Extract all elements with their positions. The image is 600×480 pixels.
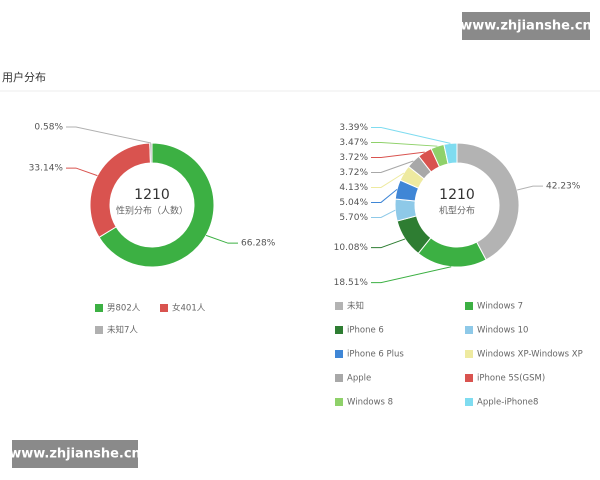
center-value: 1210 — [134, 187, 170, 203]
legend-swatch — [95, 326, 103, 334]
leader-line — [371, 238, 406, 249]
center-label: 机型分布 — [439, 205, 475, 217]
legend-label: Windows 10 — [477, 326, 528, 336]
slice-label: 33.14% — [29, 164, 64, 174]
leader-line — [371, 209, 396, 218]
leader-line — [66, 126, 151, 144]
legend-swatch — [335, 350, 343, 358]
legend-swatch — [335, 374, 343, 382]
section-title: 用户分布 — [2, 70, 46, 84]
legend-label: iPhone 5S(GSM) — [477, 374, 545, 384]
leader-line — [517, 185, 543, 191]
donut-slice — [443, 142, 458, 165]
slice-label: 42.23% — [546, 182, 581, 192]
leader-line — [371, 266, 452, 284]
slice-label: 3.72% — [339, 153, 368, 163]
slice-label: 3.47% — [339, 138, 368, 148]
slice-label: 4.13% — [339, 183, 368, 193]
legend-label: Windows 7 — [477, 302, 523, 312]
leader-line — [205, 234, 238, 244]
slice-label: 5.70% — [339, 213, 368, 223]
legend-swatch — [335, 302, 343, 310]
legend-swatch — [335, 398, 343, 406]
legend-label: Windows XP-Windows XP — [477, 350, 583, 360]
leader-line — [371, 151, 425, 158]
legend-label: 未知7人 — [107, 325, 138, 336]
leader-line — [371, 160, 414, 173]
leader-line — [371, 189, 398, 203]
watermark-box — [12, 440, 138, 468]
legend-swatch — [160, 304, 168, 312]
center-label: 性别分布（人数） — [116, 205, 188, 217]
legend-swatch — [465, 398, 473, 406]
center-value: 1210 — [439, 187, 475, 203]
slice-label: 5.04% — [339, 198, 368, 208]
legend-label: iPhone 6 — [347, 326, 384, 336]
leader-line — [371, 126, 451, 144]
legend-label: Apple-iPhone8 — [477, 398, 538, 408]
watermark-box — [462, 12, 590, 40]
donut-slice — [98, 142, 215, 268]
legend-swatch — [95, 304, 103, 312]
legend-label: Apple — [347, 374, 371, 384]
legend-swatch — [465, 326, 473, 334]
legend-label: 未知 — [347, 301, 364, 312]
donut-slice — [149, 142, 153, 164]
slice-label: 18.51% — [334, 278, 369, 288]
leader-line — [371, 172, 405, 188]
legend-swatch — [465, 374, 473, 382]
leader-line — [371, 141, 438, 147]
slice-label: 66.28% — [241, 239, 276, 249]
legend-label: iPhone 6 Plus — [347, 350, 404, 360]
legend-swatch — [465, 302, 473, 310]
legend-label: 女401人 — [172, 303, 206, 314]
donut-slice — [456, 142, 520, 261]
slice-label: 3.72% — [339, 168, 368, 178]
legend-label: 男802人 — [107, 304, 141, 314]
legend-swatch — [335, 326, 343, 334]
leader-line — [66, 167, 98, 177]
slice-label: 0.58% — [34, 123, 63, 133]
watermark: www.zhjianshe.cn — [460, 19, 592, 34]
slice-label: 10.08% — [334, 243, 369, 253]
legend-swatch — [465, 350, 473, 358]
watermark: www.zhjianshe.cn — [9, 447, 141, 462]
slice-label: 3.39% — [339, 123, 368, 133]
legend-label: Windows 8 — [347, 398, 393, 408]
